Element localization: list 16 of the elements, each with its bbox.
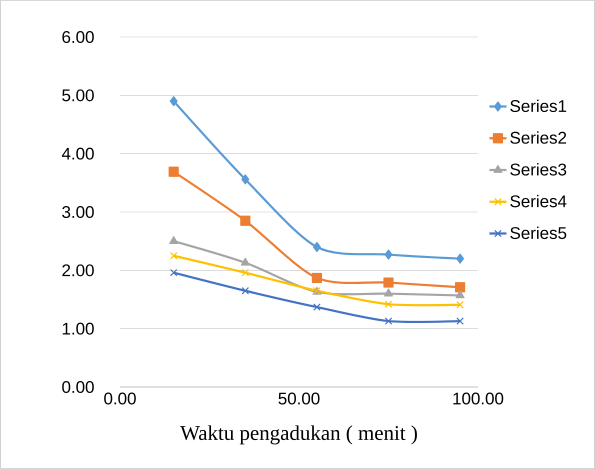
legend-label: Series1 [510, 100, 566, 112]
legend-label: Series5 [510, 226, 566, 240]
y-tick-label: 5.00 [62, 89, 94, 102]
legend-label: Series4 [510, 194, 566, 208]
x-tick-label: 0.00 [104, 392, 136, 405]
y-tick-label: 6.00 [62, 31, 94, 44]
y-tick-label: 2.00 [62, 264, 94, 276]
y-tick-label: 3.00 [62, 206, 94, 218]
y-tick-label: 0.00 [62, 381, 94, 393]
x-axis-title: Waktu pengadukan ( menit ) [180, 425, 417, 444]
y-tick-label: 4.00 [62, 148, 94, 160]
x-tick-label: 50.00 [278, 392, 320, 405]
x-tick-label: 100.00 [453, 392, 504, 405]
legend-label: Series3 [510, 163, 566, 176]
y-tick-label: 1.00 [62, 322, 94, 335]
legend-label: Series2 [510, 131, 566, 144]
